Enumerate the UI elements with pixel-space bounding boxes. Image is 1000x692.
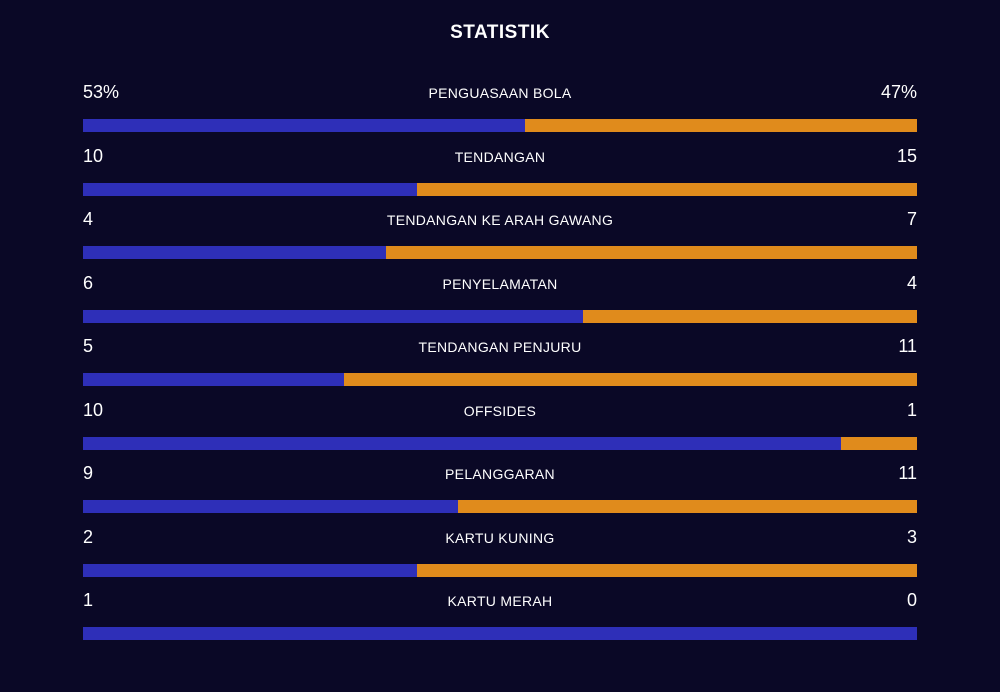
home-bar-segment <box>83 436 842 450</box>
stat-row: 6 PENYELAMATAN 4 <box>83 271 917 335</box>
away-value: 0 <box>906 590 917 610</box>
comparison-bar <box>83 309 917 323</box>
stats-list: 53% PENGUASAAN BOLA 47% 10 TENDANGAN 15 4 TENDA… <box>83 80 917 652</box>
stat-row: 10 OFFSIDES 1 <box>83 398 917 462</box>
away-value: 47% <box>880 82 917 102</box>
stat-label-line: 10 TENDANGAN 15 <box>83 144 917 171</box>
home-value: 53% <box>83 82 120 102</box>
home-bar-segment <box>83 500 459 513</box>
home-bar-segment <box>83 373 344 386</box>
home-bar-segment <box>83 182 417 196</box>
comparison-bar <box>83 563 917 577</box>
away-bar-segment <box>458 500 917 513</box>
home-value: 1 <box>83 590 94 610</box>
away-bar-segment <box>343 373 917 386</box>
stat-row: 1 KARTU MERAH 0 <box>83 588 917 652</box>
away-bar-segment <box>416 563 917 577</box>
panel-title: STATISTIK <box>450 22 550 43</box>
comparison-bar <box>83 436 917 450</box>
stat-label-line: 2 KARTU KUNING 3 <box>83 525 917 552</box>
stat-name: OFFSIDES <box>463 402 537 419</box>
home-bar-segment <box>83 627 917 640</box>
stat-label-line: 9 PELANGGARAN 11 <box>83 461 917 488</box>
away-value: 11 <box>898 463 917 483</box>
stat-row: 5 TENDANGAN PENJURU 11 <box>83 334 917 398</box>
comparison-bar <box>83 373 917 386</box>
stat-label-line: 53% PENGUASAAN BOLA 47% <box>83 80 917 107</box>
home-value: 10 <box>83 399 104 420</box>
away-value: 15 <box>896 145 917 166</box>
stat-label-line: 5 TENDANGAN PENJURU 11 <box>83 334 917 361</box>
away-value: 1 <box>906 399 917 420</box>
stat-name: KARTU KUNING <box>445 529 555 546</box>
comparison-bar <box>83 182 917 196</box>
home-value: 2 <box>83 526 94 547</box>
home-bar-segment <box>83 563 417 577</box>
stat-name: TENDANGAN PENJURU <box>418 339 582 355</box>
away-bar-segment <box>416 182 917 196</box>
away-bar-segment <box>525 119 917 132</box>
comparison-bar <box>83 119 917 132</box>
stat-name: TENDANGAN <box>454 148 546 165</box>
away-value: 11 <box>898 336 917 356</box>
home-bar-segment <box>83 309 584 323</box>
home-bar-segment <box>83 246 387 259</box>
home-value: 6 <box>83 272 94 293</box>
home-value: 4 <box>83 209 94 229</box>
away-bar-segment <box>841 436 917 450</box>
stat-name: KARTU MERAH <box>447 593 553 609</box>
stat-label-line: 10 OFFSIDES 1 <box>83 398 917 425</box>
comparison-bar <box>83 246 917 259</box>
home-value: 10 <box>83 145 104 166</box>
home-bar-segment <box>83 119 526 132</box>
stat-name: PENYELAMATAN <box>442 275 558 292</box>
stat-name: PELANGGARAN <box>445 466 555 482</box>
stat-row: 4 TENDANGAN KE ARAH GAWANG 7 <box>83 207 917 271</box>
away-value: 4 <box>906 272 917 293</box>
home-value: 9 <box>83 463 94 483</box>
comparison-bar <box>83 627 917 640</box>
stat-name: TENDANGAN KE ARAH GAWANG <box>386 212 614 228</box>
away-value: 7 <box>906 209 917 229</box>
home-value: 5 <box>83 336 94 356</box>
stat-row: 2 KARTU KUNING 3 <box>83 525 917 589</box>
away-bar-segment <box>583 309 917 323</box>
comparison-bar <box>83 500 917 513</box>
stat-name: PENGUASAAN BOLA <box>428 85 572 101</box>
away-bar-segment <box>386 246 917 259</box>
away-value: 3 <box>906 526 917 547</box>
stat-row: 10 TENDANGAN 15 <box>83 144 917 208</box>
stat-label-line: 4 TENDANGAN KE ARAH GAWANG 7 <box>83 207 917 234</box>
stat-label-line: 1 KARTU MERAH 0 <box>83 588 917 615</box>
stat-row: 53% PENGUASAAN BOLA 47% <box>83 80 917 144</box>
stat-row: 9 PELANGGARAN 11 <box>83 461 917 525</box>
stat-label-line: 6 PENYELAMATAN 4 <box>83 271 917 298</box>
